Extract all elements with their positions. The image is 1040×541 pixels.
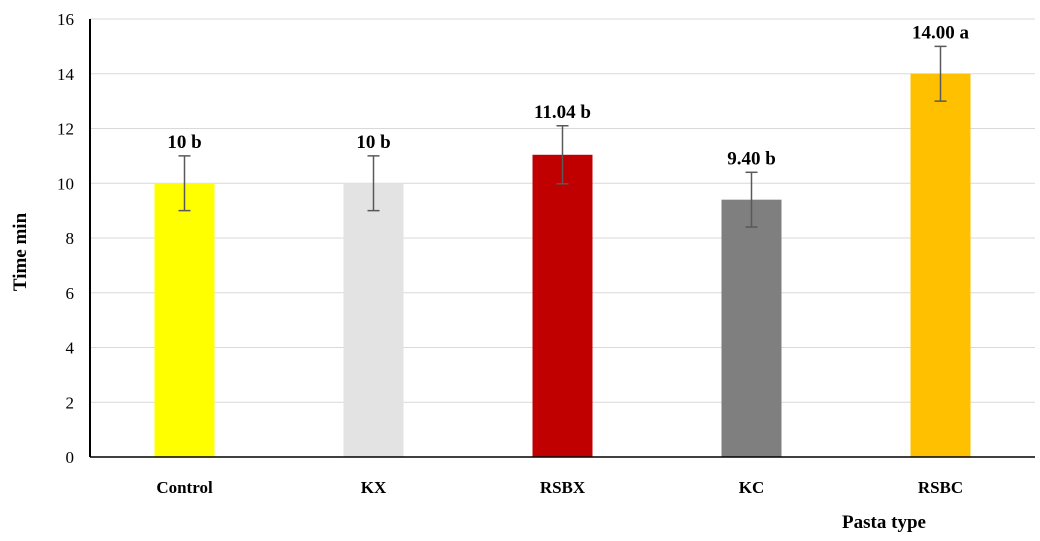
- error-bar: [934, 45, 947, 102]
- error-bar: [556, 125, 569, 185]
- bar-kx: [343, 183, 404, 457]
- category-label: KC: [739, 478, 765, 497]
- y-tick-label: 2: [66, 393, 75, 412]
- error-bar: [745, 171, 758, 228]
- y-tick-label: 16: [57, 10, 74, 29]
- y-tick-label: 6: [66, 284, 75, 303]
- y-tick-label: 4: [66, 339, 75, 358]
- bars: [154, 73, 971, 458]
- y-tick-label: 10: [57, 174, 74, 193]
- y-tick-label: 0: [66, 448, 75, 467]
- category-label: Control: [156, 478, 213, 497]
- bar-kc: [721, 199, 782, 458]
- axes: [89, 19, 1035, 458]
- category-label: KX: [361, 478, 387, 497]
- y-tick-label: 8: [66, 229, 75, 248]
- category-label: RSBX: [540, 478, 586, 497]
- x-axis-title: Pasta type: [842, 512, 926, 533]
- error-bar: [367, 155, 380, 212]
- bar-control: [154, 183, 215, 457]
- category-label: RSBC: [918, 478, 963, 497]
- data-label: 9.40 b: [727, 148, 776, 169]
- data-label: 10 b: [167, 132, 201, 153]
- bar-rsbx: [532, 154, 593, 457]
- labels: 0 2 4 6 8 10 12 14 16 Control 10 b KX 10 b RSBX 11.04 …: [57, 10, 970, 497]
- bar-rsbc: [910, 73, 971, 457]
- data-label: 11.04 b: [534, 102, 591, 123]
- y-axis-title: Time min: [10, 212, 31, 291]
- error-bars: [178, 45, 947, 228]
- data-label: 14.00 a: [912, 22, 970, 43]
- data-label: 10 b: [356, 132, 390, 153]
- error-bar: [178, 155, 191, 212]
- y-tick-label: 12: [57, 120, 74, 139]
- y-tick-label: 14: [57, 65, 75, 84]
